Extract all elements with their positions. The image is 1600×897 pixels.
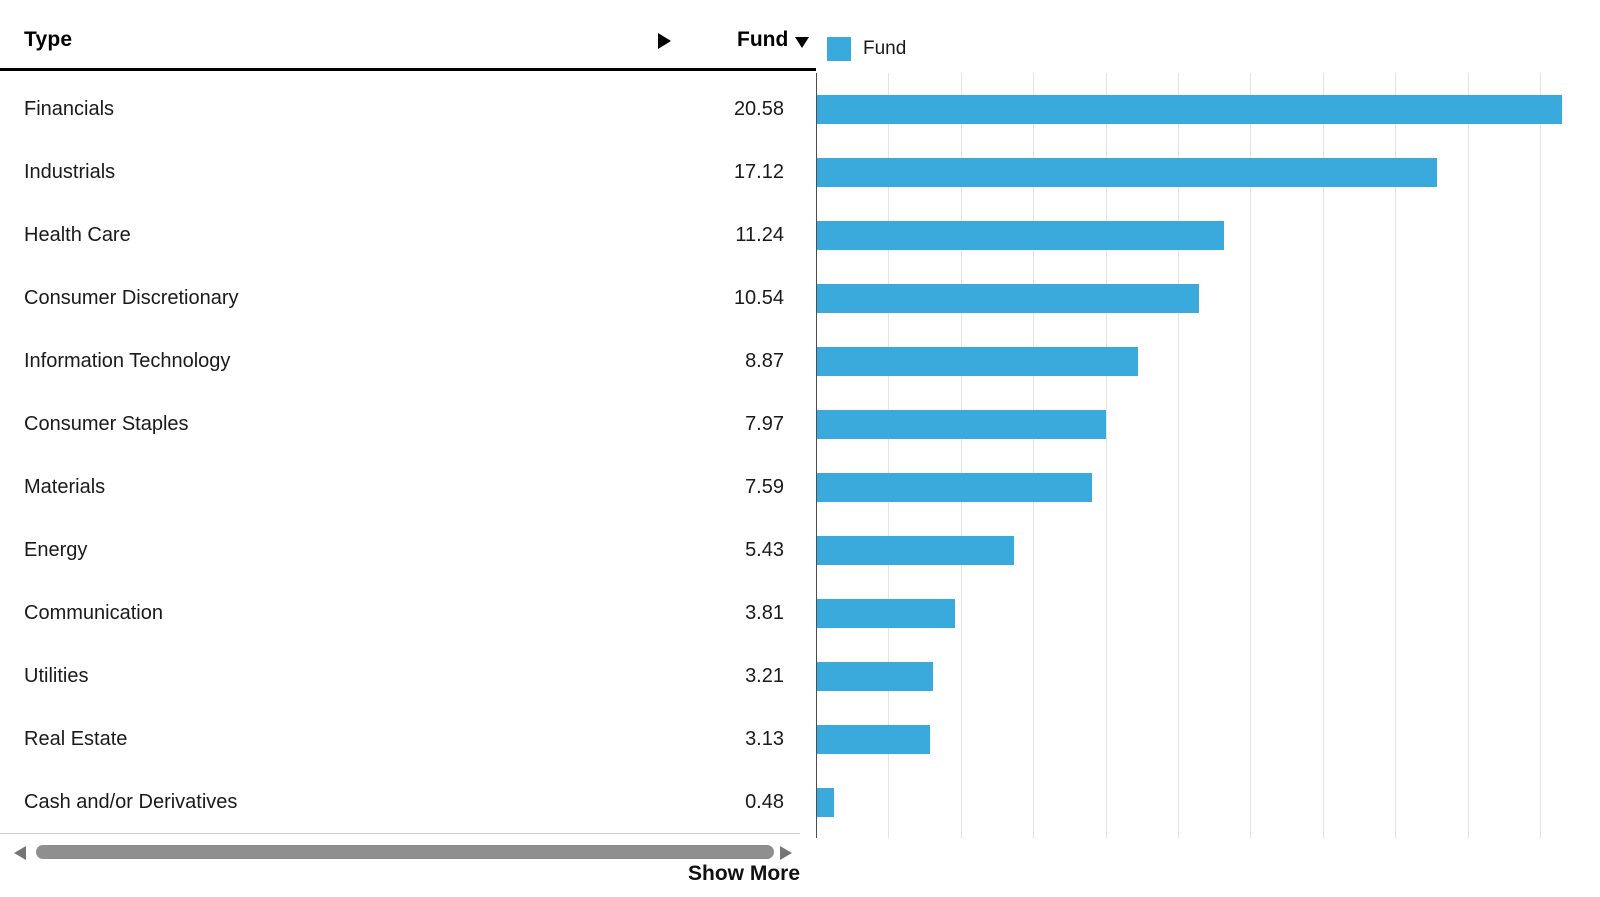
row-type-label: Cash and/or Derivatives bbox=[24, 791, 238, 813]
table-body: Financials 20.58 Industrials 17.12 Health Ca… bbox=[0, 78, 800, 834]
chart-gridline bbox=[1250, 73, 1252, 838]
table-header: Type Fund bbox=[0, 0, 816, 71]
column-header-type[interactable]: Type bbox=[24, 28, 73, 51]
fund-bar[interactable] bbox=[817, 599, 955, 628]
table-row[interactable]: Real Estate 3.13 bbox=[0, 708, 800, 771]
chart-gridline bbox=[1105, 73, 1107, 838]
fund-bar[interactable] bbox=[817, 158, 1437, 187]
horizontal-scrollbar[interactable] bbox=[0, 840, 800, 864]
row-type-label: Information Technology bbox=[24, 350, 231, 372]
row-fund-value: 20.58 bbox=[733, 98, 784, 120]
scroll-right-icon[interactable] bbox=[780, 846, 792, 860]
sort-descending-icon bbox=[795, 36, 810, 48]
table-row[interactable]: Materials 7.59 bbox=[0, 456, 800, 519]
chart-gridline bbox=[1178, 73, 1179, 838]
row-type-label: Health Care bbox=[24, 224, 131, 246]
chart-gridline bbox=[1322, 73, 1324, 838]
row-fund-value: 3.21 bbox=[745, 665, 784, 687]
fund-bar[interactable] bbox=[817, 221, 1224, 250]
table-row[interactable]: Cash and/or Derivatives 0.48 bbox=[0, 771, 800, 834]
row-type-label: Energy bbox=[24, 539, 88, 561]
chart-y-axis-line bbox=[816, 73, 817, 838]
row-type-label: Utilities bbox=[24, 665, 89, 687]
chart-gridline bbox=[960, 73, 962, 838]
column-header-fund[interactable]: Fund bbox=[737, 28, 810, 52]
fund-bar[interactable] bbox=[817, 788, 835, 817]
row-type-label: Consumer Staples bbox=[24, 413, 189, 435]
table-row[interactable]: Consumer Discretionary 10.54 bbox=[0, 267, 800, 330]
row-fund-value: 8.87 bbox=[745, 350, 784, 372]
row-type-label: Real Estate bbox=[24, 728, 128, 750]
table-row[interactable]: Communication 3.81 bbox=[0, 582, 800, 645]
fund-bar[interactable] bbox=[817, 284, 1199, 313]
table-row[interactable]: Utilities 3.21 bbox=[0, 645, 800, 708]
row-fund-value: 0.48 bbox=[745, 791, 784, 813]
fund-bar[interactable] bbox=[817, 725, 931, 754]
row-fund-value: 5.43 bbox=[745, 539, 784, 561]
row-fund-value: 17.12 bbox=[733, 161, 784, 183]
chart-gridline bbox=[1467, 73, 1469, 838]
row-type-label: Financials bbox=[24, 98, 115, 120]
show-more-button[interactable]: Show More bbox=[688, 862, 801, 885]
row-type-label: Consumer Discretionary bbox=[24, 287, 239, 309]
scrollbar-thumb[interactable] bbox=[36, 845, 774, 859]
fund-bar[interactable] bbox=[817, 410, 1106, 439]
row-fund-value: 3.81 bbox=[745, 602, 784, 624]
chart-gridline bbox=[1540, 73, 1541, 838]
more-columns-arrow-icon[interactable] bbox=[658, 33, 671, 49]
legend-swatch-icon bbox=[827, 37, 851, 61]
row-fund-value: 7.97 bbox=[745, 413, 784, 435]
table-row[interactable]: Financials 20.58 bbox=[0, 78, 800, 141]
row-type-label: Materials bbox=[24, 476, 106, 498]
column-header-fund-label: Fund bbox=[737, 28, 789, 51]
row-fund-value: 11.24 bbox=[735, 224, 784, 246]
chart-gridline bbox=[1395, 73, 1397, 838]
row-fund-value: 10.54 bbox=[733, 287, 784, 309]
row-type-label: Communication bbox=[24, 602, 163, 624]
fund-bar[interactable] bbox=[817, 536, 1014, 565]
fund-bar[interactable] bbox=[817, 662, 934, 691]
table-row[interactable]: Information Technology 8.87 bbox=[0, 330, 800, 393]
fund-bar[interactable] bbox=[817, 347, 1139, 376]
chart-gridline bbox=[1033, 73, 1035, 838]
row-fund-value: 3.13 bbox=[745, 728, 784, 750]
table-row[interactable]: Energy 5.43 bbox=[0, 519, 800, 582]
fund-bar[interactable] bbox=[817, 473, 1092, 502]
table-row[interactable]: Industrials 17.12 bbox=[0, 141, 800, 204]
fund-bar[interactable] bbox=[817, 95, 1562, 124]
chart-gridline bbox=[888, 73, 890, 838]
chart-legend[interactable]: Fund bbox=[827, 37, 906, 61]
legend-label: Fund bbox=[863, 38, 907, 59]
fund-bar-chart bbox=[800, 71, 1600, 838]
row-fund-value: 7.59 bbox=[745, 476, 784, 498]
scroll-left-icon[interactable] bbox=[14, 846, 26, 860]
table-row[interactable]: Health Care 11.24 bbox=[0, 204, 800, 267]
row-type-label: Industrials bbox=[24, 161, 116, 183]
table-row[interactable]: Consumer Staples 7.97 bbox=[0, 393, 800, 456]
